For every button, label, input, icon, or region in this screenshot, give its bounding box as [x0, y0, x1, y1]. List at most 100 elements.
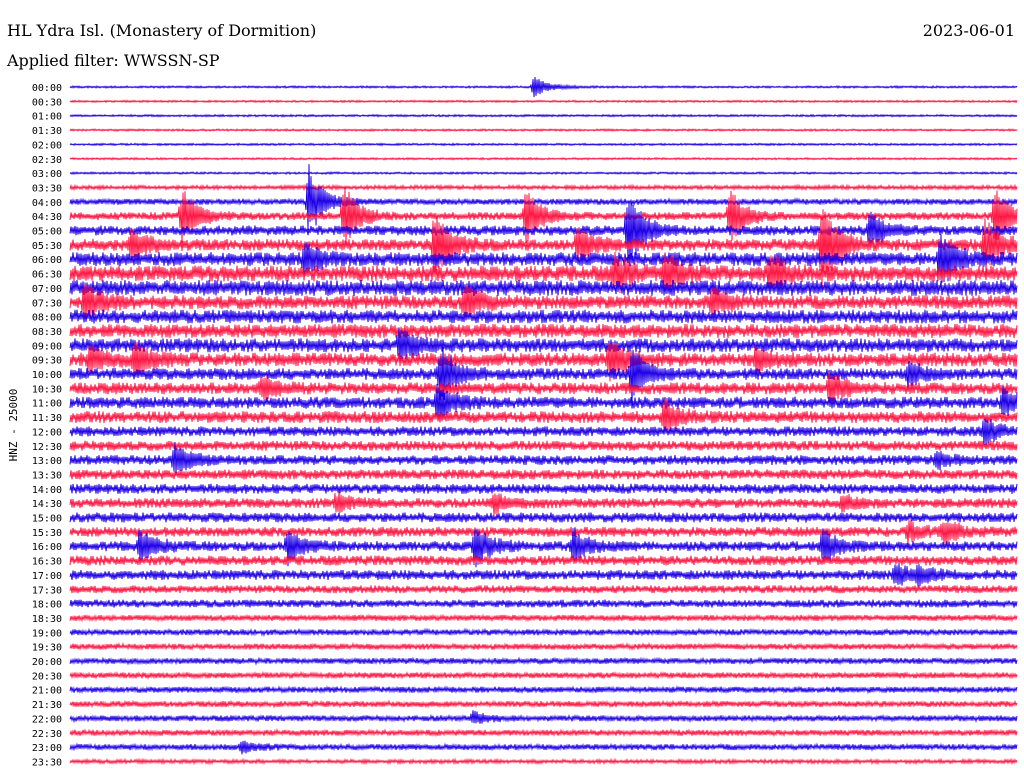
trace-line-0630 — [69, 251, 1018, 294]
time-label-1030: 10:30 — [32, 384, 62, 395]
time-label-1900: 19:00 — [32, 628, 62, 639]
time-label-1500: 15:00 — [32, 514, 62, 525]
trace-line-1200 — [69, 418, 1018, 446]
trace-line-1930 — [69, 641, 1018, 652]
trace-line-1130 — [69, 398, 1018, 434]
time-label-0330: 03:30 — [32, 183, 62, 194]
trace-line-0930 — [69, 341, 1018, 382]
time-label-0200: 02:00 — [32, 140, 62, 151]
trace-line-0800 — [69, 309, 1018, 324]
trace-line-0230 — [69, 156, 1018, 161]
trace-line-0100 — [69, 113, 1018, 118]
time-label-1830: 18:30 — [32, 614, 62, 625]
trace-line-1730 — [69, 585, 1018, 594]
trace-line-0200 — [69, 142, 1018, 147]
trace-line-1900 — [69, 627, 1018, 637]
time-label-1530: 15:30 — [32, 528, 62, 539]
time-label-0530: 05:30 — [32, 241, 62, 252]
trace-line-1000 — [69, 346, 1018, 405]
trace-line-1630 — [69, 555, 1018, 566]
time-label-1930: 19:30 — [32, 643, 62, 654]
time-label-1130: 11:30 — [32, 413, 62, 424]
date-label: 2023-06-01 — [922, 21, 1015, 40]
trace-line-0730 — [69, 283, 1018, 321]
trace-line-2000 — [69, 656, 1018, 666]
trace-line-2330 — [69, 757, 1018, 766]
trace-line-0530 — [69, 209, 1018, 291]
trace-line-0430 — [69, 187, 1018, 244]
trace-line-0130 — [69, 128, 1018, 133]
time-label-1800: 18:00 — [32, 600, 62, 611]
trace-line-1430 — [69, 491, 1018, 516]
trace-line-0830 — [69, 323, 1018, 338]
trace-line-0900 — [69, 327, 1018, 362]
time-label-2330: 23:30 — [32, 757, 62, 768]
time-label-0230: 02:30 — [32, 155, 62, 166]
trace-line-0600 — [69, 234, 1018, 283]
filter-label: Applied filter: WWSSN-SP — [7, 51, 220, 70]
trace-line-2300 — [69, 740, 1018, 755]
time-label-1700: 17:00 — [32, 571, 62, 582]
time-label-1000: 10:00 — [32, 370, 62, 381]
trace-group — [69, 76, 1018, 766]
time-label-0030: 00:30 — [32, 97, 62, 108]
trace-line-2200 — [69, 710, 1018, 724]
trace-line-0400 — [69, 164, 1018, 231]
trace-line-0030 — [69, 99, 1018, 104]
trace-line-0300 — [69, 171, 1018, 176]
time-label-0600: 06:00 — [32, 255, 62, 266]
trace-line-1330 — [69, 469, 1018, 480]
trace-line-0330 — [69, 183, 1018, 192]
trace-line-2130 — [69, 699, 1018, 709]
time-label-0700: 07:00 — [32, 284, 62, 295]
time-label-2230: 22:30 — [32, 729, 62, 740]
trace-line-0000 — [69, 76, 1018, 98]
time-label-1600: 16:00 — [32, 542, 62, 553]
time-label-2100: 21:00 — [32, 686, 62, 697]
time-label-0730: 07:30 — [32, 298, 62, 309]
trace-line-1600 — [69, 527, 1018, 568]
time-label-2200: 22:00 — [32, 714, 62, 725]
time-label-0130: 01:30 — [32, 126, 62, 137]
time-label-0100: 01:00 — [32, 112, 62, 123]
time-label-0300: 03:00 — [32, 169, 62, 180]
trace-line-2100 — [69, 685, 1018, 695]
time-label-1200: 12:00 — [32, 427, 62, 438]
time-label-group: 00:00 00:30 01:00 01:30 02:00 02:30 03:00 03:30… — [32, 83, 62, 768]
time-label-1230: 12:30 — [32, 442, 62, 453]
time-label-1400: 14:00 — [32, 485, 62, 496]
y-axis-label: HNZ - 25000 — [7, 389, 20, 462]
trace-line-1700 — [69, 563, 1018, 587]
time-label-1330: 13:30 — [32, 470, 62, 481]
time-label-1730: 17:30 — [32, 585, 62, 596]
time-label-1630: 16:30 — [32, 557, 62, 568]
time-label-0400: 04:00 — [32, 198, 62, 209]
time-label-2300: 23:00 — [32, 743, 62, 754]
station-title: HL Ydra Isl. (Monastery of Dormition) — [7, 21, 317, 40]
trace-line-0500 — [69, 202, 1018, 267]
trace-line-1530 — [69, 519, 1018, 546]
time-label-0900: 09:00 — [32, 341, 62, 352]
trace-line-1500 — [69, 512, 1018, 523]
time-label-1100: 11:00 — [32, 399, 62, 410]
time-label-2130: 21:30 — [32, 700, 62, 711]
trace-line-1800 — [69, 599, 1018, 608]
trace-line-1400 — [69, 483, 1018, 494]
time-label-0830: 08:30 — [32, 327, 62, 338]
trace-line-2030 — [69, 670, 1018, 681]
time-label-0800: 08:00 — [32, 313, 62, 324]
trace-line-1230 — [69, 440, 1018, 451]
time-label-0500: 05:00 — [32, 227, 62, 238]
time-label-2030: 20:30 — [32, 671, 62, 682]
time-label-0930: 09:30 — [32, 356, 62, 367]
trace-line-1100 — [69, 383, 1018, 422]
trace-line-1300 — [69, 442, 1018, 474]
time-label-0000: 00:00 — [32, 83, 62, 94]
time-label-1300: 13:00 — [32, 456, 62, 467]
time-label-2000: 20:00 — [32, 657, 62, 668]
time-label-1430: 14:30 — [32, 499, 62, 510]
trace-line-0700 — [69, 279, 1018, 296]
trace-line-1030 — [69, 372, 1018, 405]
trace-line-2230 — [69, 728, 1018, 738]
